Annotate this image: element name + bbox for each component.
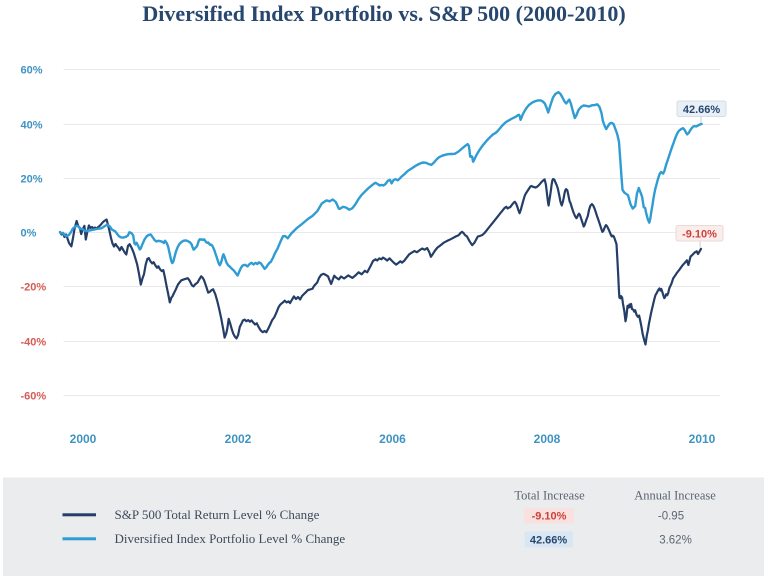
svg-text:Diversified Index Portfolio vs: Diversified Index Portfolio vs. S&P 500 … (142, 1, 625, 26)
svg-text:2002: 2002 (225, 432, 252, 446)
svg-text:2010: 2010 (689, 432, 716, 446)
svg-text:0%: 0% (21, 228, 37, 240)
svg-text:-20%: -20% (21, 282, 47, 294)
svg-text:60%: 60% (21, 65, 43, 77)
svg-text:3.62%: 3.62% (659, 535, 692, 547)
svg-text:-9.10%: -9.10% (682, 228, 717, 240)
svg-text:S&P 500 Total Return Level % C: S&P 500 Total Return Level % Change (115, 507, 320, 522)
svg-text:2000: 2000 (70, 432, 97, 446)
svg-text:-40%: -40% (21, 337, 47, 349)
svg-text:2008: 2008 (534, 432, 561, 446)
svg-text:-0.95: -0.95 (658, 511, 684, 523)
svg-text:40%: 40% (21, 120, 43, 132)
svg-text:-60%: -60% (21, 391, 47, 403)
svg-text:42.66%: 42.66% (530, 535, 568, 547)
svg-text:Diversified Index Portfolio Le: Diversified Index Portfolio Level % Chan… (115, 531, 346, 546)
svg-text:42.66%: 42.66% (683, 104, 721, 116)
svg-text:20%: 20% (21, 174, 43, 186)
svg-text:Annual Increase: Annual Increase (634, 489, 716, 503)
svg-text:2006: 2006 (379, 432, 406, 446)
svg-text:-9.10%: -9.10% (532, 511, 567, 523)
svg-text:Total Increase: Total Increase (514, 489, 585, 503)
